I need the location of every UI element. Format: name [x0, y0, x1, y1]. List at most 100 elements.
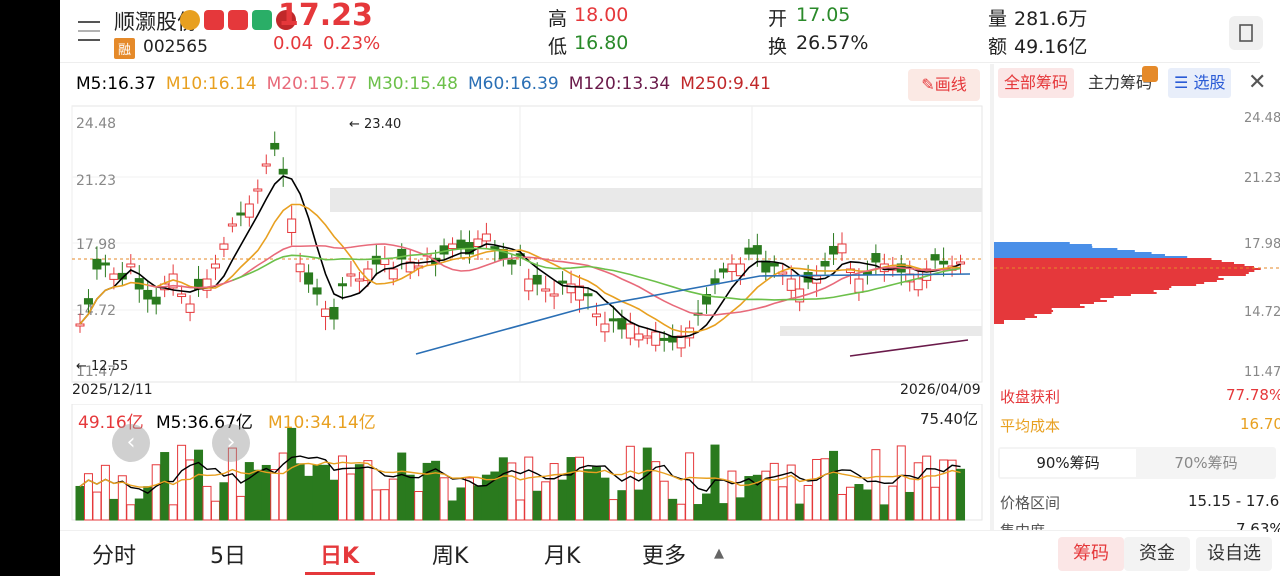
candle	[337, 283, 347, 287]
message-icon[interactable]	[204, 10, 224, 30]
candle	[202, 278, 212, 291]
chip-bar-profit	[994, 290, 1154, 292]
candle	[490, 246, 500, 250]
scroll-right-icon[interactable]: ›	[212, 424, 250, 462]
chip-90-tab[interactable]: 90%筹码	[1000, 449, 1136, 477]
menu-icon[interactable]	[76, 18, 102, 44]
volume-bar	[194, 449, 204, 521]
volume-bar	[922, 455, 932, 521]
chip-bar-profit	[994, 282, 1205, 284]
chip-bar-profit	[994, 286, 1172, 288]
volume-bar	[380, 489, 390, 521]
ma30-line	[232, 247, 961, 301]
chip-bar-profit	[994, 312, 1052, 314]
candle	[380, 258, 390, 265]
share-icon[interactable]	[228, 10, 248, 30]
volume-bar	[219, 482, 229, 521]
chip-select-button[interactable]: ☰ 选股	[1168, 68, 1232, 98]
chip-bar-profit	[994, 318, 1026, 320]
tab-intraday[interactable]: 分时	[92, 544, 137, 569]
volume-bar	[727, 470, 737, 521]
chip-tab-all[interactable]: 全部筹码	[998, 68, 1075, 98]
volume-bar	[769, 462, 779, 521]
stock-badge-icon[interactable]	[276, 10, 296, 30]
social-icons[interactable]	[180, 10, 296, 32]
tab-daily-k[interactable]: 日K	[320, 544, 360, 569]
volume-bar	[634, 489, 644, 521]
weibo-icon[interactable]	[180, 10, 200, 30]
volume-bar	[625, 445, 635, 521]
chip-profit-value: 77.78%	[1226, 386, 1280, 404]
chip-bar-profit	[994, 322, 1004, 324]
candlestick-chart[interactable]: 24.48 21.23 17.98 14.72 11.47 ← 23.40 ← 12.55	[60, 104, 990, 404]
volume-bar	[837, 493, 847, 521]
chip-bar-profit	[994, 274, 1246, 276]
chip-bar-profit	[994, 270, 1255, 272]
draw-line-button[interactable]: ✎画线	[908, 69, 980, 101]
candle	[278, 168, 288, 175]
chip-bar-profit	[994, 302, 1094, 304]
chip-tab-main[interactable]: 主力筹码	[1088, 73, 1153, 92]
volume-bar	[100, 464, 110, 521]
chip-bar-profit	[994, 310, 1054, 312]
volume-bar	[253, 469, 263, 521]
volume-bar	[278, 452, 288, 521]
volume-bar	[414, 491, 424, 521]
volume-bar	[820, 458, 830, 521]
volume-bar	[532, 490, 542, 521]
tab-monthly-k[interactable]: 月K	[544, 544, 581, 569]
volume-bar	[354, 464, 364, 521]
fund-button[interactable]: 资金	[1124, 537, 1190, 571]
candle	[617, 318, 627, 330]
volume-bar	[549, 463, 559, 521]
volume-bar	[608, 499, 618, 521]
chip-conc-value: 7.63%	[1236, 520, 1280, 532]
chip-bar-profit	[994, 294, 1131, 296]
volume-ma10-line	[79, 461, 961, 488]
candle	[566, 283, 576, 294]
candle	[761, 260, 771, 273]
margin-badge: 融	[114, 38, 136, 59]
candle	[608, 318, 618, 322]
candle	[253, 188, 263, 192]
tab-5day[interactable]: 5日	[210, 544, 246, 569]
wechat-icon[interactable]	[252, 10, 272, 30]
candle	[702, 294, 712, 305]
candle	[236, 212, 246, 216]
candle	[92, 258, 102, 270]
volume-chart[interactable]	[60, 404, 990, 524]
volume-bar	[744, 476, 754, 521]
stock-code: 002565	[143, 37, 208, 57]
chip-bar-profit	[994, 280, 1217, 282]
resistance-zone	[330, 188, 982, 212]
close-icon[interactable]: ✕	[1248, 70, 1267, 95]
candle	[312, 287, 322, 295]
scroll-left-icon[interactable]: ‹	[112, 424, 150, 462]
chip-cost-label: 平均成本	[1000, 417, 1061, 435]
chip-bar-profit	[994, 266, 1254, 268]
chip-bar-profit	[994, 304, 1081, 306]
fullscreen-icon[interactable]	[1229, 16, 1263, 50]
volume-bar	[397, 452, 407, 521]
volume-bar	[829, 450, 839, 521]
volume-bar	[405, 474, 415, 521]
tab-weekly-k[interactable]: 周K	[432, 544, 469, 569]
candle	[549, 293, 559, 297]
volume-bar	[524, 456, 534, 521]
candle	[354, 278, 364, 282]
volume-bar	[287, 427, 297, 521]
more-caret-icon[interactable]: ▲	[714, 546, 724, 561]
candle	[507, 259, 517, 265]
candle	[109, 273, 119, 280]
candle	[304, 272, 314, 285]
volume-bar	[244, 462, 254, 521]
candle	[727, 263, 737, 273]
chip-70-tab[interactable]: 70%筹码	[1174, 454, 1238, 472]
chip-button[interactable]: 筹码	[1058, 537, 1124, 571]
tab-more[interactable]: 更多	[642, 544, 687, 569]
volume-bar	[659, 480, 669, 521]
add-watchlist-button[interactable]: 设自选	[1196, 537, 1272, 571]
volume-bar	[92, 491, 102, 521]
candle	[659, 337, 669, 341]
candle	[219, 243, 229, 250]
